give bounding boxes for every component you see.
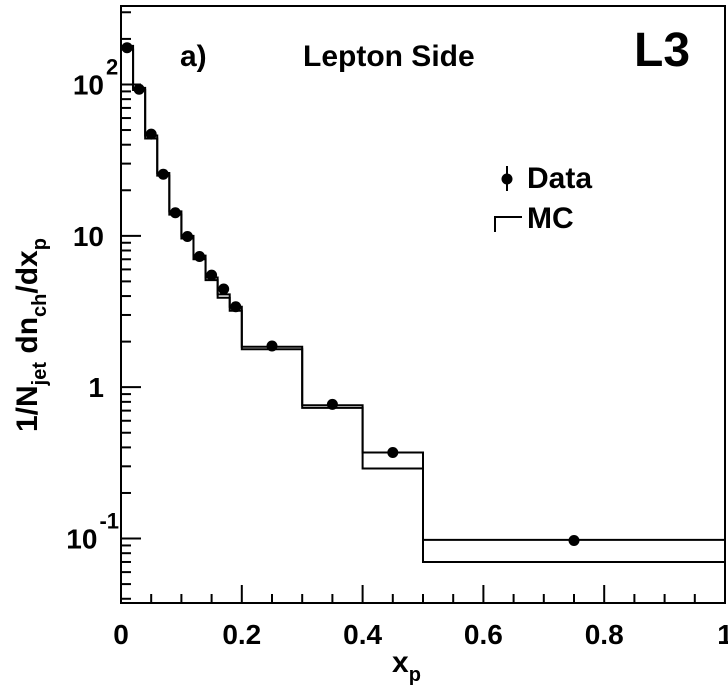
- data-point: [206, 269, 218, 281]
- x-tick-label: 0.4: [343, 619, 382, 650]
- plot-frame: [120, 5, 726, 604]
- legend-mc-symbol: [494, 216, 522, 232]
- y-tick-label: 10: [73, 69, 104, 100]
- experiment-label: L3: [634, 24, 690, 77]
- y-tick-label: 10: [66, 524, 97, 555]
- data-point: [194, 251, 206, 263]
- data-point: [218, 283, 230, 295]
- legend-data-marker: [501, 173, 513, 185]
- x-tick-label: 0: [113, 619, 129, 650]
- x-tick-label: 0.6: [464, 619, 503, 650]
- x-axis-ticks: 0 0.2 0.4 0.6 0.8 1: [113, 585, 728, 650]
- y-tick-label: 10: [73, 221, 104, 252]
- y-axis-label: 1/Njet dnch/dxp: [11, 238, 51, 432]
- x-tick-label: 0.2: [222, 619, 261, 650]
- data-point: [326, 398, 338, 410]
- y-tick-exponent: -1: [99, 509, 119, 534]
- legend: Data MC: [494, 162, 592, 235]
- x-tick-label: 0.8: [585, 619, 624, 650]
- y-axis-label-part3: /dx: [11, 250, 44, 294]
- data-point: [181, 230, 193, 242]
- chart-title: Lepton Side: [303, 40, 475, 73]
- data-point: [145, 128, 157, 140]
- y-tick-label: 1: [88, 372, 104, 403]
- legend-mc-label: MC: [527, 202, 574, 235]
- x-axis-label-sub: p: [409, 664, 421, 686]
- data-point: [133, 83, 145, 95]
- x-axis-label-main: x: [392, 646, 409, 679]
- data-point: [230, 301, 242, 313]
- data-point: [169, 207, 181, 219]
- legend-data-label: Data: [527, 162, 592, 195]
- mc-upper-curve: [121, 44, 725, 541]
- data-point: [568, 535, 580, 547]
- data-point: [157, 168, 169, 180]
- data-point: [266, 340, 278, 352]
- x-tick-label: 1: [717, 619, 728, 650]
- y-axis-label-sub3: p: [29, 238, 51, 250]
- data-points: [121, 42, 580, 547]
- y-axis-label-part1: 1/N: [11, 385, 44, 432]
- y-tick-exponent: 2: [106, 54, 118, 79]
- y-axis-label-part2: dn: [11, 317, 44, 362]
- mc-histogram: [121, 44, 725, 563]
- mc-lower-curve: [121, 48, 725, 563]
- y-axis-label-sub2: ch: [29, 294, 51, 317]
- panel-label: a): [180, 40, 207, 73]
- data-point: [121, 42, 133, 54]
- data-point: [387, 447, 399, 459]
- x-axis-label: xp: [392, 646, 421, 686]
- y-axis-label-sub1: jet: [29, 362, 51, 387]
